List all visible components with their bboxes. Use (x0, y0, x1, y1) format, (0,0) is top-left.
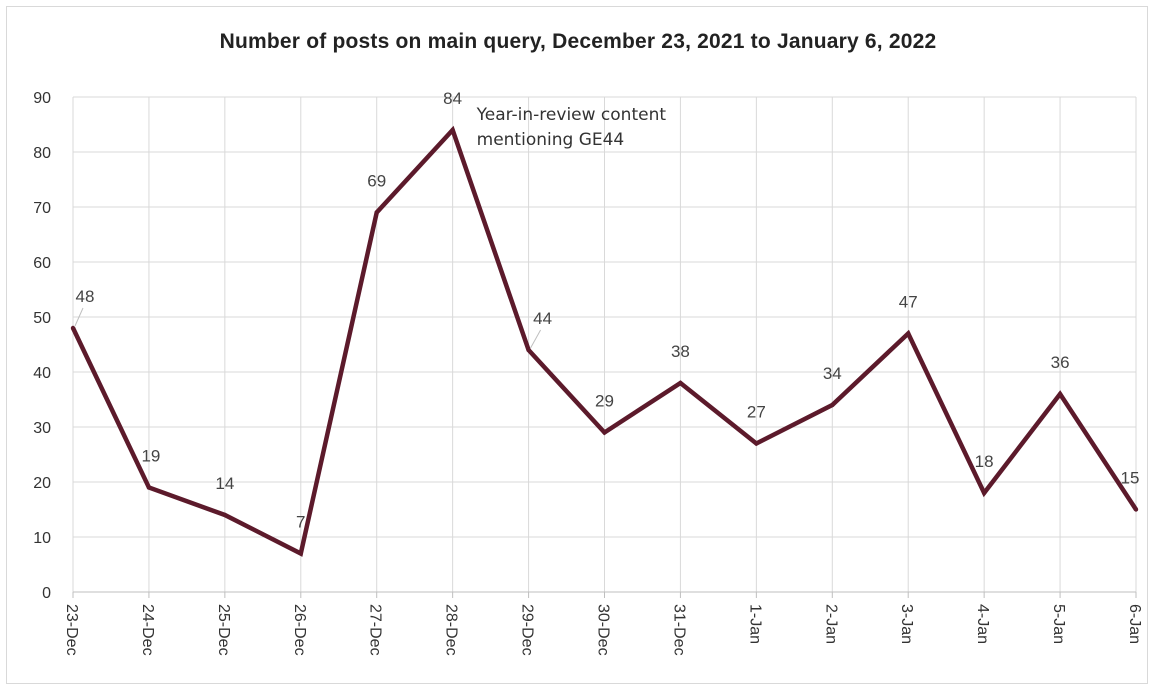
data-label: 36 (1051, 353, 1070, 372)
x-tick-label: 28-Dec (443, 604, 460, 656)
annotation-text: mentioning GE44 (477, 130, 625, 150)
y-tick-label: 30 (33, 420, 51, 437)
data-label: 44 (533, 309, 552, 328)
x-axis-tick-labels: 23-Dec 24-Dec 25-Dec 26-Dec 27-Dec 28-Dec 29-D… (63, 604, 1143, 656)
y-axis-tick-labels: 0 10 20 30 40 50 60 70 80 90 (33, 90, 51, 602)
data-point (602, 430, 607, 435)
data-label: 84 (443, 89, 462, 108)
y-tick-label: 70 (33, 200, 51, 217)
data-label: 7 (296, 513, 305, 532)
data-point (981, 490, 987, 496)
data-label: 14 (215, 474, 234, 493)
data-label: 15 (1121, 469, 1140, 488)
data-label: 47 (899, 293, 918, 312)
data-label: 29 (595, 392, 614, 411)
y-tick-label: 40 (33, 365, 51, 382)
x-tick-label: 5-Jan (1050, 604, 1067, 644)
x-tick-label: 29-Dec (519, 604, 536, 656)
data-point (298, 551, 303, 556)
data-label: 34 (823, 364, 842, 383)
y-tick-label: 90 (33, 90, 51, 107)
y-tick-label: 10 (33, 530, 51, 547)
data-point (222, 512, 228, 518)
y-tick-label: 50 (33, 310, 51, 327)
data-labels: 48 19 14 7 69 84 44 29 38 27 34 47 18 36 15 (74, 89, 1140, 532)
data-point (374, 210, 379, 215)
data-label: 27 (747, 403, 766, 422)
x-tick-label: 31-Dec (670, 604, 687, 656)
data-label: 48 (76, 287, 95, 306)
series-line-layer (70, 125, 1139, 557)
x-tick-label: 30-Dec (595, 604, 612, 656)
y-tick-label: 60 (33, 255, 51, 272)
x-tick-label: 2-Jan (822, 604, 839, 644)
data-point (830, 402, 835, 408)
data-label: 69 (367, 172, 386, 191)
y-tick-label: 0 (42, 585, 51, 602)
x-tick-label: 3-Jan (898, 604, 915, 644)
data-point (1133, 507, 1139, 512)
x-tick-label: 24-Dec (139, 604, 156, 656)
data-point (678, 380, 683, 386)
data-label-leader (74, 307, 84, 327)
x-tick-label: 27-Dec (367, 604, 384, 656)
annotations: Year-in-review content mentioning GE44 (476, 105, 667, 150)
x-tick-label: 4-Jan (974, 604, 991, 644)
x-tick-label: 23-Dec (63, 604, 80, 656)
data-point (906, 331, 911, 336)
chart-title: Number of posts on main query, December … (219, 30, 937, 53)
x-tick-label: 1-Jan (746, 604, 763, 644)
data-point (450, 127, 455, 133)
y-tick-label: 80 (33, 145, 51, 162)
x-tick-label: 25-Dec (215, 604, 232, 656)
chart-frame (6, 6, 1148, 684)
data-point (70, 325, 76, 331)
data-label-leader (530, 329, 542, 349)
y-tick-label: 20 (33, 475, 51, 492)
gridlines (72, 96, 1137, 598)
data-point (754, 441, 759, 446)
data-point (146, 485, 152, 490)
data-label: 19 (141, 447, 160, 466)
data-label: 18 (975, 452, 994, 471)
x-tick-label: 26-Dec (291, 604, 308, 656)
x-tick-label: 6-Jan (1126, 604, 1143, 644)
annotation-text: Year-in-review content (476, 105, 667, 125)
data-label: 38 (671, 342, 690, 361)
data-point (1057, 391, 1063, 397)
data-point (526, 347, 531, 353)
